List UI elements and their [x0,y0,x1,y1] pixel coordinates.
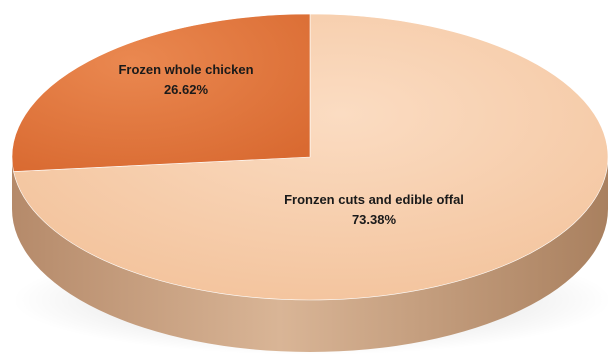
pie-slice-0 [13,13,608,301]
slice-value-1: 26.62% [164,82,209,97]
slice-label-0: Fronzen cuts and edible offal [284,192,464,207]
slice-value-0: 73.38% [352,212,397,227]
pie-slice-1 [11,13,311,172]
slice-label-1: Frozen whole chicken [118,62,253,77]
pie-label-layer: Fronzen cuts and edible offal 73.38% Froze… [118,62,463,227]
pie-side-layer [12,157,608,352]
pie-top-layer [11,13,608,301]
pie-side-wall [12,157,608,352]
